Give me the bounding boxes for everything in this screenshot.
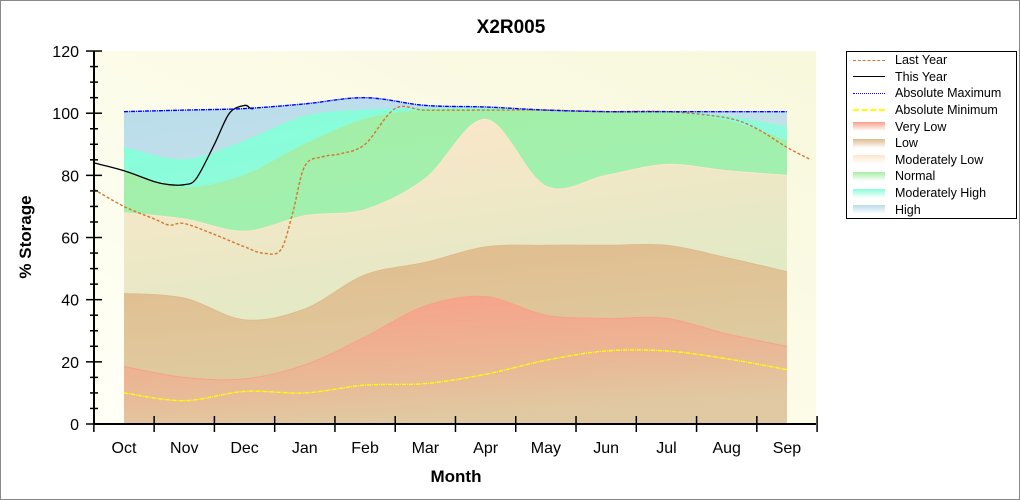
legend-swatch [853,92,885,94]
y-axis-label: % Storage [16,195,35,278]
y-tick-label: 120 [52,44,79,61]
legend-swatch [853,122,885,132]
y-tick-label: 60 [61,231,79,248]
y-tick-label: 100 [52,106,79,123]
legend-swatch [853,76,885,78]
legend-label: Absolute Maximum [895,86,1002,101]
legend-label: Very Low [895,119,947,134]
x-tick-label: Feb [351,440,379,457]
band-very-low [124,296,787,424]
band-edge [123,118,788,232]
x-tick-label: Apr [473,440,499,457]
legend-item: Very Low [847,118,1016,135]
x-axis-label: Month [431,467,482,486]
x-tick-label: Aug [712,440,740,457]
x-tick-label: Oct [112,440,137,457]
chart-title: X2R005 [477,17,546,38]
legend-swatch [853,59,885,61]
legend-item: Absolute Maximum [847,85,1016,102]
legend-swatch [853,188,885,198]
legend-swatch [853,109,885,112]
legend: Last Year This Year Absolute Maximum Absolu… [846,51,1017,219]
legend-item: Absolute Minimum [847,102,1016,119]
legend-item: Moderately Low [847,152,1016,169]
legend-item: This Year [847,69,1016,86]
x-tick-label: Jun [593,440,619,457]
x-tick-label: Sep [773,440,802,457]
legend-label: Last Year [895,53,948,68]
x-tick-label: Mar [412,440,440,457]
line-this-year [93,104,254,186]
legend-item: Low [847,135,1016,152]
x-tick-label: Nov [170,440,198,457]
legend-item: High [847,201,1016,218]
y-tick-label: 0 [70,417,79,434]
x-tick-label: Dec [230,440,258,457]
legend-label: High [895,202,921,217]
band-edge [123,295,788,381]
y-tick-label: 20 [61,355,79,372]
x-tick-label: Jan [292,440,318,457]
y-tick-label: 40 [61,293,79,310]
legend-swatch [853,205,885,215]
band-edge [123,243,788,321]
legend-item: Last Year [847,52,1016,69]
legend-item: Normal [847,168,1016,185]
x-tick-label: Jul [656,440,676,457]
x-tick-label: May [531,440,561,457]
line-last-year [93,105,812,255]
legend-label: Moderately High [895,186,987,201]
y-tick-label: 80 [61,168,79,185]
band-edge [123,108,788,189]
legend-item: Moderately High [847,185,1016,202]
line-absolute-maximum [123,96,787,113]
legend-label: Absolute Minimum [895,103,998,118]
legend-label: Low [895,136,918,151]
legend-swatch [853,138,885,148]
legend-label: Normal [895,169,936,184]
legend-label: Moderately Low [895,152,984,167]
legend-swatch [853,171,885,181]
legend-swatch [853,155,885,165]
legend-label: This Year [895,69,948,84]
